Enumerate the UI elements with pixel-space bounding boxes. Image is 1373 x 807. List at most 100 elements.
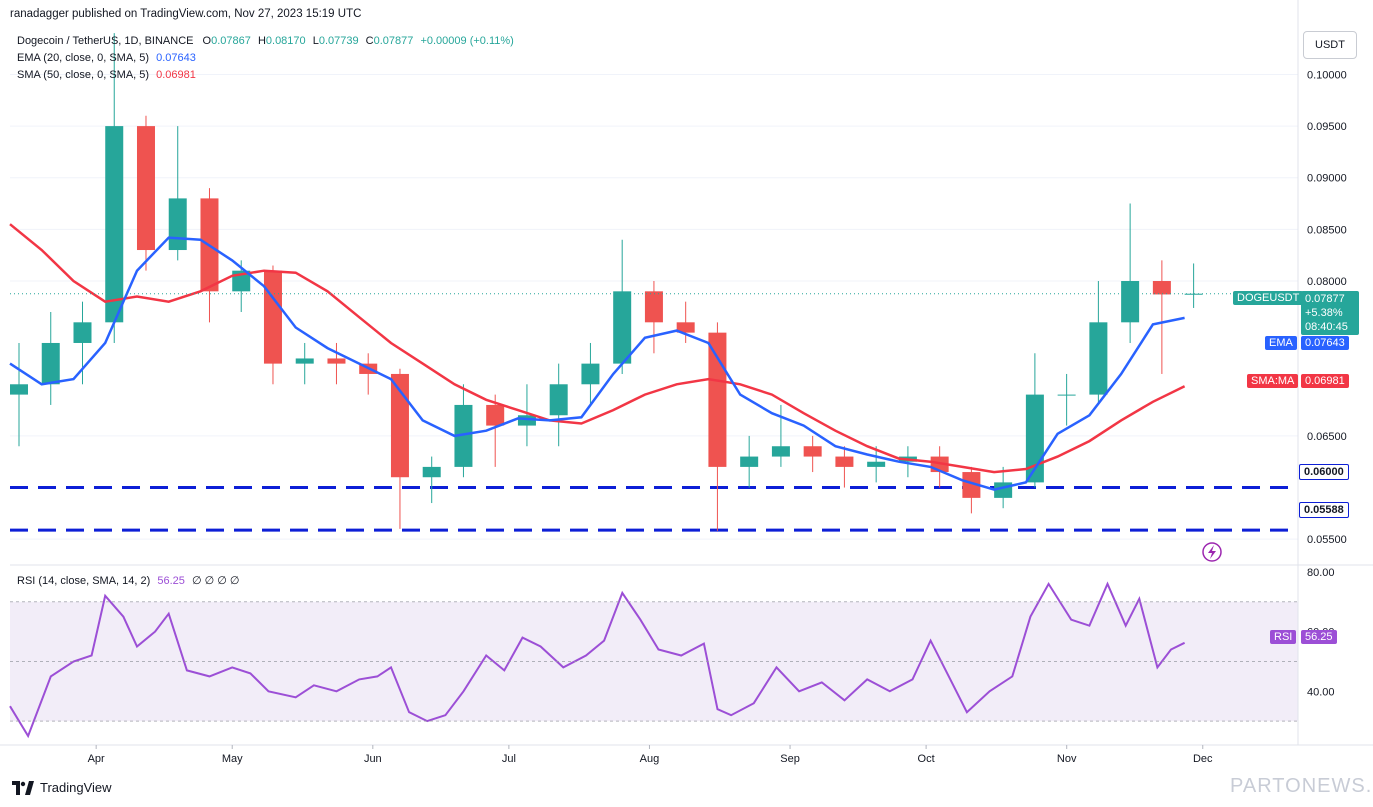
support-levels[interactable] [10, 486, 1298, 532]
price-tick-label: 0.08500 [1307, 224, 1347, 236]
price-tick-label: 0.10000 [1307, 69, 1347, 81]
candle-body [10, 384, 28, 395]
candle-body [1184, 293, 1203, 295]
price-tag-pct: +5.38% [1305, 307, 1343, 319]
candle-body [1152, 281, 1171, 295]
currency-unit-button[interactable]: USDT [1303, 31, 1357, 59]
rsi-legend-extra: ∅ ∅ ∅ ∅ [191, 575, 240, 587]
lightning-icon[interactable] [1202, 542, 1222, 562]
tradingview-logo[interactable]: TradingView [12, 780, 112, 795]
candles [10, 33, 1203, 531]
ema-legend[interactable]: EMA (20, close, 0, SMA, 5) 0.07643 [17, 52, 196, 64]
time-tick-label: Jun [364, 753, 382, 765]
candle-body [740, 456, 759, 467]
sma-legend-label: SMA (50, close, 0, SMA, 5) [17, 69, 150, 81]
rsi-legend-label: RSI (14, close, SMA, 14, 2) [17, 575, 151, 587]
time-tick-label: Oct [918, 753, 935, 765]
rsi-guides [10, 601, 1298, 722]
ema-legend-value: 0.07643 [156, 52, 196, 64]
open-label: O [202, 35, 212, 47]
close-value: 0.07877 [373, 35, 414, 47]
tradingview-logo-icon [12, 780, 34, 795]
price-tick-label: 0.09500 [1307, 121, 1347, 133]
sma-tag-label: SMA:MA [1247, 374, 1299, 388]
time-tick-label: Jul [502, 753, 516, 765]
time-tick-label: Apr [88, 753, 105, 765]
candle-body [708, 332, 727, 467]
candle-body [644, 291, 663, 323]
axes [0, 0, 1373, 746]
sma-legend-value: 0.06981 [156, 69, 196, 81]
time-tick-label: Nov [1057, 753, 1077, 765]
ema-tag-label: EMA [1265, 336, 1297, 350]
candle-body [962, 472, 981, 498]
candle-body [390, 373, 409, 478]
candle-body [136, 126, 155, 251]
candle-body [295, 358, 314, 364]
symbol-tag: DOGEUSDT [1233, 291, 1304, 305]
change-value: +0.00009 (+0.11%) [420, 35, 514, 47]
sma-tag-value: 0.06981 [1301, 374, 1349, 388]
rsi-tag-value: 56.25 [1301, 630, 1337, 644]
price-tick-label: 0.08000 [1307, 276, 1347, 288]
candle-body [327, 358, 346, 364]
price-tick-label: 0.06500 [1307, 431, 1347, 443]
price-axis: 0.10000 0.09500 0.09000 0.08500 0.08000 0.065… [1307, 69, 1347, 546]
sma-legend[interactable]: SMA (50, close, 0, SMA, 5) 0.06981 [17, 69, 196, 81]
candle-body [835, 456, 854, 467]
ohlc-legend: Dogecoin / TetherUS, 1D, BINANCE O0.0786… [17, 35, 514, 47]
ema-20-line [9, 236, 1185, 491]
low-value: 0.07739 [318, 35, 359, 47]
candle-body [1057, 394, 1076, 396]
price-tick-label: 0.09000 [1307, 173, 1347, 185]
support-tag-1: 0.06000 [1299, 464, 1349, 480]
candle-body [676, 322, 695, 333]
high-label: H [257, 35, 266, 47]
candle-body [263, 270, 282, 364]
high-value: 0.08170 [265, 35, 306, 47]
tradingview-brand: TradingView [40, 780, 112, 795]
rsi-legend[interactable]: RSI (14, close, SMA, 14, 2) 56.25 ∅ ∅ ∅ … [17, 574, 239, 587]
rsi-tick-label: 80.00 [1307, 567, 1335, 579]
time-tick-label: Dec [1193, 753, 1213, 765]
low-label: L [312, 35, 319, 47]
candle-body [41, 342, 60, 385]
time-tick-label: May [222, 753, 243, 765]
symbol-name[interactable]: Dogecoin / TetherUS, 1D, BINANCE [17, 35, 194, 47]
rsi-legend-value: 56.25 [157, 575, 185, 587]
candle-body [73, 322, 92, 343]
candle-body [422, 466, 441, 478]
sma-50-line [9, 223, 1186, 474]
time-tick-label: Aug [640, 753, 660, 765]
rsi-tick-label: 40.00 [1307, 686, 1335, 698]
candle-body [549, 384, 568, 416]
published-by: ranadagger published on TradingView.com,… [10, 8, 362, 20]
close-label: C [365, 35, 374, 47]
support-tag-2: 0.05588 [1299, 502, 1349, 518]
candle-body [581, 363, 600, 385]
candle-body [803, 446, 822, 457]
candle-body [771, 446, 790, 457]
candle-body [517, 415, 536, 426]
price-tag-countdown: 08:40:45 [1305, 321, 1348, 333]
ema-legend-label: EMA (20, close, 0, SMA, 5) [17, 52, 150, 64]
price-tag-value: 0.07877 [1305, 293, 1345, 305]
candle-body [486, 404, 505, 426]
candle-body [454, 404, 473, 467]
candle-body [867, 461, 886, 467]
time-axis: Apr May Jun Jul Aug Sep Oct Nov Dec [88, 745, 1213, 765]
rsi-line [9, 581, 1186, 739]
open-value: 0.07867 [211, 35, 251, 47]
candle-body [105, 126, 124, 323]
price-tag: 0.07877 +5.38% 08:40:45 [1301, 291, 1359, 335]
rsi-tag-label: RSI [1270, 630, 1297, 644]
candle-body [613, 291, 632, 364]
candle-body [1089, 322, 1108, 395]
time-tick-label: Sep [780, 753, 800, 765]
candle-body [1121, 281, 1140, 323]
ema-tag-value: 0.07643 [1301, 336, 1349, 350]
watermark: PARTONEWS.IR [1230, 775, 1373, 797]
candle-body [168, 198, 187, 251]
price-tick-label: 0.05500 [1307, 534, 1347, 546]
